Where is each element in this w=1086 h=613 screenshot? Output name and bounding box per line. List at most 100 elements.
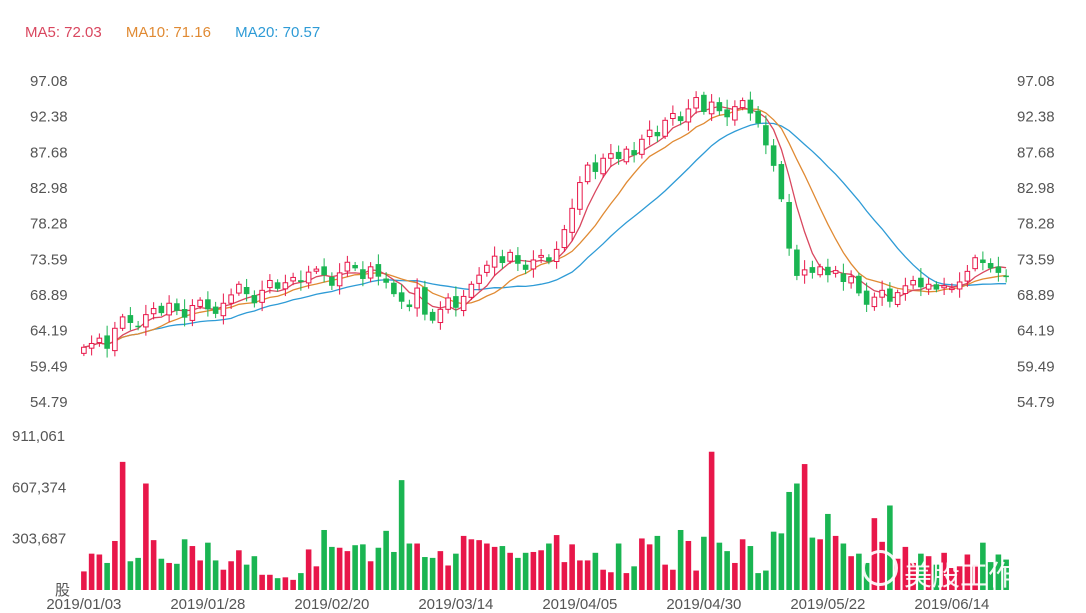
volume-bar [507, 552, 513, 590]
volume-bar [592, 552, 599, 590]
volume-bar [662, 564, 668, 590]
price-tick-right: 59.49 [1017, 358, 1055, 375]
volume-bar [933, 564, 940, 590]
volume-bar [600, 569, 606, 590]
candle-body-down [615, 151, 622, 160]
candle-body-down [329, 276, 335, 286]
candle-body-down [809, 267, 816, 273]
volume-bar [732, 562, 738, 590]
candle-body-down [592, 162, 599, 172]
volume-bar [437, 551, 444, 590]
volume-bar [135, 557, 141, 590]
volume-bar [677, 529, 684, 590]
price-tick-left: 59.49 [30, 358, 68, 375]
volume-tick: 303,687 [12, 531, 66, 548]
volume-bar [329, 546, 335, 590]
volume-bar [1003, 559, 1009, 590]
candle-body-up [871, 296, 878, 308]
candle-body-down [770, 145, 777, 166]
candle-body-down [321, 266, 327, 276]
candle-body-up [685, 108, 692, 123]
candle-body-down [391, 282, 397, 295]
candle-body-up [112, 327, 118, 352]
candle-body-up [282, 282, 289, 290]
candle-body-up [902, 285, 909, 295]
volume-bar [499, 546, 506, 590]
volume-bar [716, 542, 723, 590]
candle-body-down [360, 269, 366, 279]
volume-bar [801, 464, 808, 590]
volume-bar [561, 562, 568, 590]
candle-body-up [879, 289, 885, 298]
price-tick-left: 78.28 [30, 216, 68, 233]
volume-bar [786, 491, 792, 590]
candle-body-up [646, 129, 653, 138]
volume-bar [251, 556, 258, 590]
volume-bar [980, 542, 986, 590]
volume-bar [174, 563, 180, 590]
date-tick: 2019/01/28 [170, 596, 245, 613]
candle-body-up [848, 276, 854, 284]
candle-body-up [197, 299, 203, 307]
candle-body-up [507, 251, 513, 262]
candle-body-down [499, 256, 506, 264]
candle-body-up [267, 279, 273, 289]
volume-bar [654, 535, 661, 590]
candle-body-down [274, 282, 281, 289]
candle-body-up [894, 292, 901, 305]
volume-bar [166, 562, 172, 590]
volume-bar [383, 530, 389, 590]
candle-body-up [476, 274, 482, 284]
date-tick: 2019/03/14 [418, 596, 493, 613]
candle-body-up [259, 289, 265, 303]
volume-bar [530, 551, 537, 590]
volume-bar [840, 543, 847, 590]
candle-body-down [398, 292, 405, 302]
candle-body-up [801, 269, 808, 276]
volume-bar [569, 544, 575, 590]
candle-body-down [631, 150, 637, 156]
candle-body-up [639, 138, 645, 155]
price-tick-left: 64.19 [30, 323, 68, 340]
candle-body-up [96, 337, 103, 344]
candle-body-down [825, 266, 831, 276]
candle-body-up [460, 295, 467, 312]
candle-body-down [174, 303, 180, 311]
legend-ma5: MA5: 72.03 [25, 24, 102, 41]
volume-bar [848, 556, 854, 590]
volume-bar [972, 564, 978, 590]
candle-body-up [964, 270, 971, 282]
candle-body-up [220, 302, 227, 317]
volume-bar [584, 560, 591, 590]
volume-bar [243, 564, 250, 590]
candle-body-up [693, 97, 699, 109]
volume-bar [685, 540, 692, 590]
volume-bar [476, 540, 482, 590]
volume-bar [646, 544, 653, 590]
candle-body-down [786, 201, 792, 249]
volume-bar [794, 483, 800, 590]
candle-body-up [732, 106, 738, 121]
candle-body-down [127, 315, 134, 323]
candle-body-down [933, 284, 940, 290]
candle-body-up [670, 112, 676, 119]
candle-body-down [205, 299, 211, 310]
candle-body-up [414, 287, 420, 309]
price-tick-left: 54.79 [30, 394, 68, 411]
candle-body-down [135, 325, 141, 328]
volume-bar [445, 565, 451, 590]
volume-bar [491, 546, 498, 590]
volume-bar [956, 566, 963, 590]
price-tick-right: 64.19 [1017, 323, 1055, 340]
volume-bar [739, 539, 746, 590]
volume-bar [112, 540, 118, 590]
candle-body-up [491, 255, 498, 268]
volume-bar [127, 561, 134, 590]
volume-bar [398, 480, 405, 590]
volume-bar [429, 557, 436, 590]
volume-tick: 911,061 [12, 428, 65, 445]
candle-body-up [313, 268, 320, 272]
price-tick-right: 54.79 [1017, 394, 1055, 411]
watermark-logo-icon [862, 550, 898, 586]
